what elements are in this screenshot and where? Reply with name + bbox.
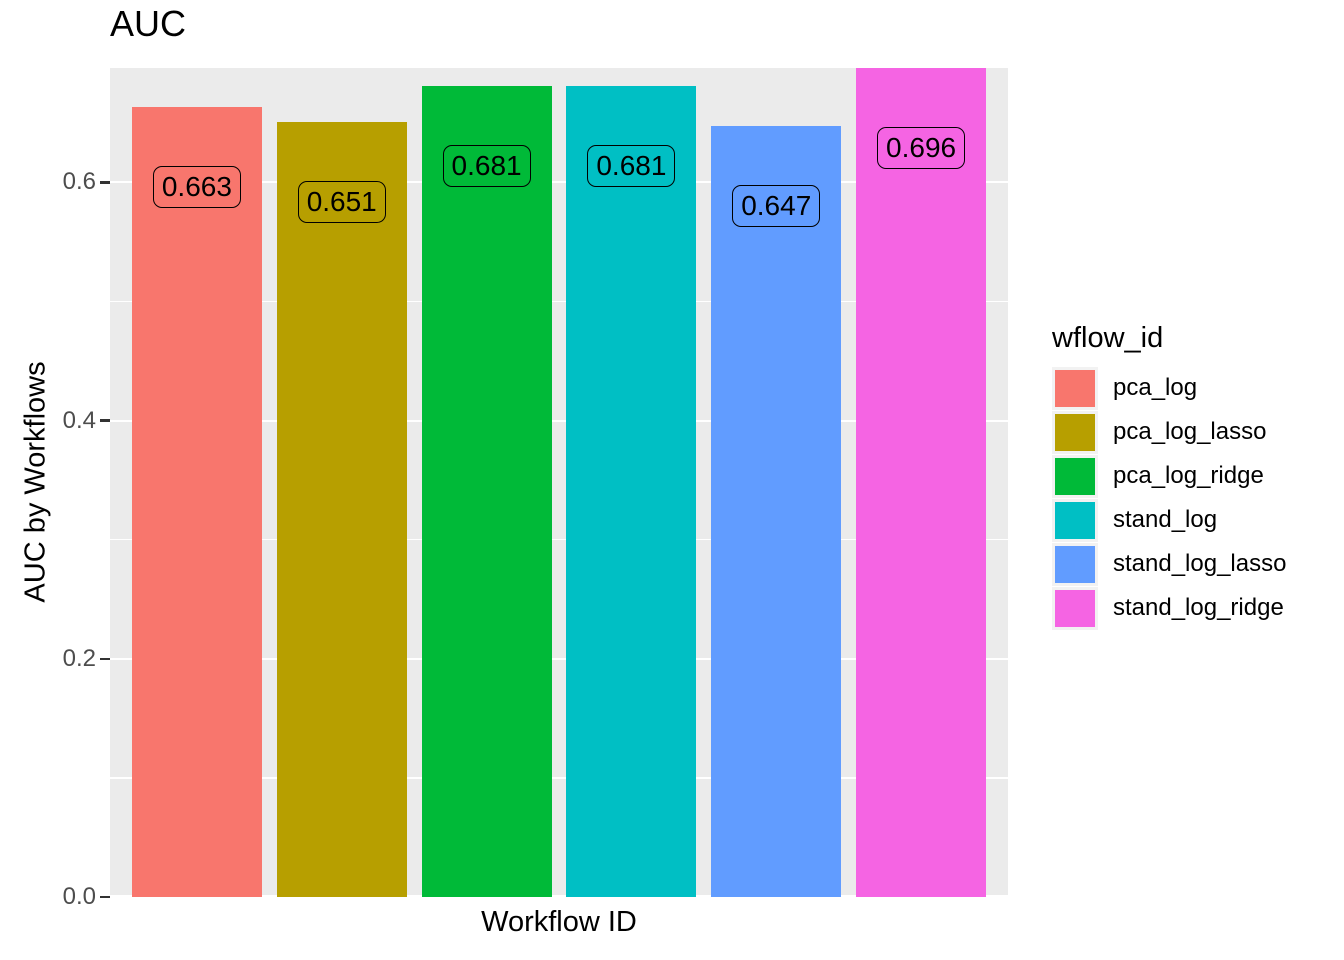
y-tick-mark — [100, 657, 110, 661]
bar-value-label: 0.681 — [442, 144, 531, 187]
bar-value-label: 0.647 — [732, 185, 821, 228]
plot-title: AUC — [110, 3, 187, 44]
bar-value-text: 0.681 — [451, 149, 522, 181]
legend-item-pca_log_lasso: pca_log_lasso — [1052, 410, 1286, 454]
y-tick-mark — [100, 181, 110, 184]
bar-value-text: 0.651 — [306, 185, 377, 217]
plot-panel: 0.663 0.651 0.681 0.681 0.647 0.696 — [110, 68, 1008, 897]
y-axis-title: AUC by Workflows — [19, 361, 52, 603]
bar-pca_log_ridge — [421, 85, 552, 897]
y-tick-label: 0.2 — [62, 644, 96, 672]
bar-stand_log_ridge — [856, 68, 987, 897]
gridline-minor — [110, 538, 1008, 541]
legend-swatch-stand_log_ridge — [1055, 589, 1095, 627]
legend-label: pca_log_ridge — [1113, 462, 1264, 489]
legend-swatch-stand_log — [1055, 501, 1095, 539]
legend-rows: pca_log pca_log_lasso pca_log_ridge stand_l… — [1052, 366, 1286, 630]
bar-value-label: 0.681 — [587, 144, 676, 187]
legend-label: stand_log_ridge — [1113, 594, 1284, 621]
legend: wflow_id pca_log pca_log_lasso pca_log_rid… — [1052, 322, 1286, 630]
legend-key — [1052, 410, 1098, 454]
legend-item-stand_log_ridge: stand_log_ridge — [1052, 586, 1286, 630]
legend-swatch-pca_log — [1055, 369, 1095, 407]
legend-title: wflow_id — [1052, 322, 1164, 354]
legend-item-stand_log_lasso: stand_log_lasso — [1052, 542, 1286, 586]
gridline-major — [110, 181, 1008, 184]
y-tick-label: 0.0 — [62, 883, 96, 910]
legend-label: pca_log_lasso — [1113, 418, 1267, 445]
gridline-minor — [110, 300, 1008, 303]
bar-value-label: 0.663 — [152, 166, 241, 209]
legend-key — [1052, 586, 1098, 630]
y-tick-label: 0.4 — [62, 406, 96, 434]
legend-key — [1052, 542, 1098, 586]
y-tick-mark — [100, 895, 110, 899]
legend-label: stand_log — [1113, 506, 1218, 533]
y-tick-label: 0.6 — [62, 168, 96, 196]
legend-swatch-pca_log_ridge — [1055, 457, 1095, 495]
legend-swatch-pca_log_lasso — [1055, 413, 1095, 451]
gridline-major — [110, 895, 1008, 897]
legend-item-pca_log_ridge: pca_log_ridge — [1052, 454, 1286, 498]
legend-key — [1052, 366, 1098, 410]
legend-label: pca_log — [1113, 374, 1198, 401]
gridline-major — [110, 419, 1008, 422]
x-axis-title: Workflow ID — [481, 906, 637, 938]
bar-pca_log — [131, 107, 262, 897]
bar-value-text: 0.647 — [741, 190, 812, 222]
bar-value-text: 0.663 — [161, 171, 232, 203]
legend-key — [1052, 498, 1098, 542]
legend-item-stand_log: stand_log — [1052, 498, 1286, 542]
y-tick-mark — [100, 419, 110, 422]
bar-value-label: 0.651 — [297, 180, 386, 223]
bar-stand_log — [566, 85, 697, 897]
gridline-major — [110, 657, 1008, 660]
bar-value-label: 0.696 — [877, 127, 966, 169]
legend-key — [1052, 454, 1098, 498]
bar-pca_log_lasso — [276, 121, 407, 897]
bar-value-text: 0.696 — [886, 132, 957, 163]
bar-stand_log_lasso — [711, 126, 842, 897]
legend-item-pca_log: pca_log — [1052, 366, 1286, 410]
bar-value-text: 0.681 — [596, 149, 667, 181]
gridline-minor — [110, 777, 1008, 779]
legend-label: stand_log_lasso — [1113, 550, 1287, 577]
legend-swatch-stand_log_lasso — [1055, 545, 1095, 583]
